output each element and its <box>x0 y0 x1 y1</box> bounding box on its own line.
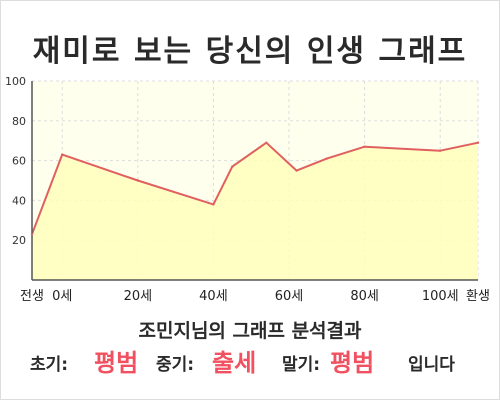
result-suffix: 입니다 <box>408 355 455 375</box>
y-tick-label: 60 <box>12 155 26 168</box>
x-tick-labels: 전생 0세 20세 40세 60세 80세 100세 환생 <box>20 289 490 304</box>
result-summary: 초기: 평범 중기: 출세 말기: 평범 입니다 <box>0 346 500 382</box>
late-label: 말기: <box>282 355 321 375</box>
data-point-1 <box>61 153 64 156</box>
data-point-7 <box>325 157 329 160</box>
data-point-10 <box>476 141 480 144</box>
x-tick-label: 60세 <box>275 289 304 304</box>
y-tick-label: 100 <box>5 75 26 88</box>
y-tick-label: 20 <box>12 234 26 247</box>
x-tick-label: 환생 <box>466 289 490 304</box>
data-point-4 <box>231 165 234 168</box>
data-point-2 <box>136 179 140 182</box>
data-point-8 <box>363 145 366 148</box>
area-fill <box>32 142 478 280</box>
data-point-5 <box>265 141 268 144</box>
y-tick-label: 80 <box>12 115 26 128</box>
middle-label: 중기: <box>156 355 195 375</box>
y-tick-labels: 20 40 60 80 100 <box>5 75 26 247</box>
x-tick-label: 80세 <box>350 289 379 304</box>
x-tick-label: 100세 <box>422 289 459 304</box>
life-chart: 20 40 60 80 100 전생 0세 20세 40세 60세 80세 100세 환생 <box>5 75 490 304</box>
data-point-6 <box>295 169 298 172</box>
data-point-0 <box>30 233 34 236</box>
early-label: 초기: <box>30 355 69 375</box>
data-point-9 <box>439 149 442 152</box>
data-points <box>30 141 480 236</box>
x-tick-label: 40세 <box>199 289 228 304</box>
x-tick-label: 전생 <box>20 289 44 304</box>
x-tick-label: 0세 <box>52 289 72 304</box>
x-tick-label: 20세 <box>124 289 153 304</box>
data-point-3 <box>212 203 215 206</box>
middle-value: 출세 <box>212 349 257 377</box>
early-value: 평범 <box>94 349 139 377</box>
page-title: 재미로 보는 당신의 인생 그래프 <box>32 34 468 69</box>
late-value: 평범 <box>330 349 375 377</box>
y-tick-label: 40 <box>12 194 26 207</box>
result-heading: 조민지님의 그래프 분석결과 <box>138 320 362 342</box>
